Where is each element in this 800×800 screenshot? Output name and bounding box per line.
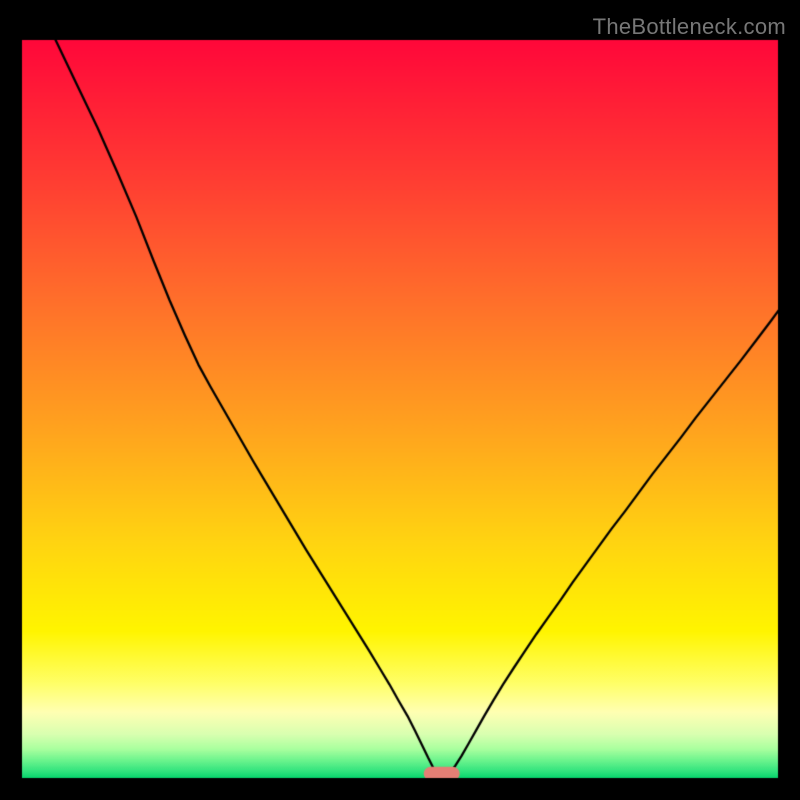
bottleneck-chart-canvas — [0, 0, 800, 800]
chart-root: TheBottleneck.com — [0, 0, 800, 800]
